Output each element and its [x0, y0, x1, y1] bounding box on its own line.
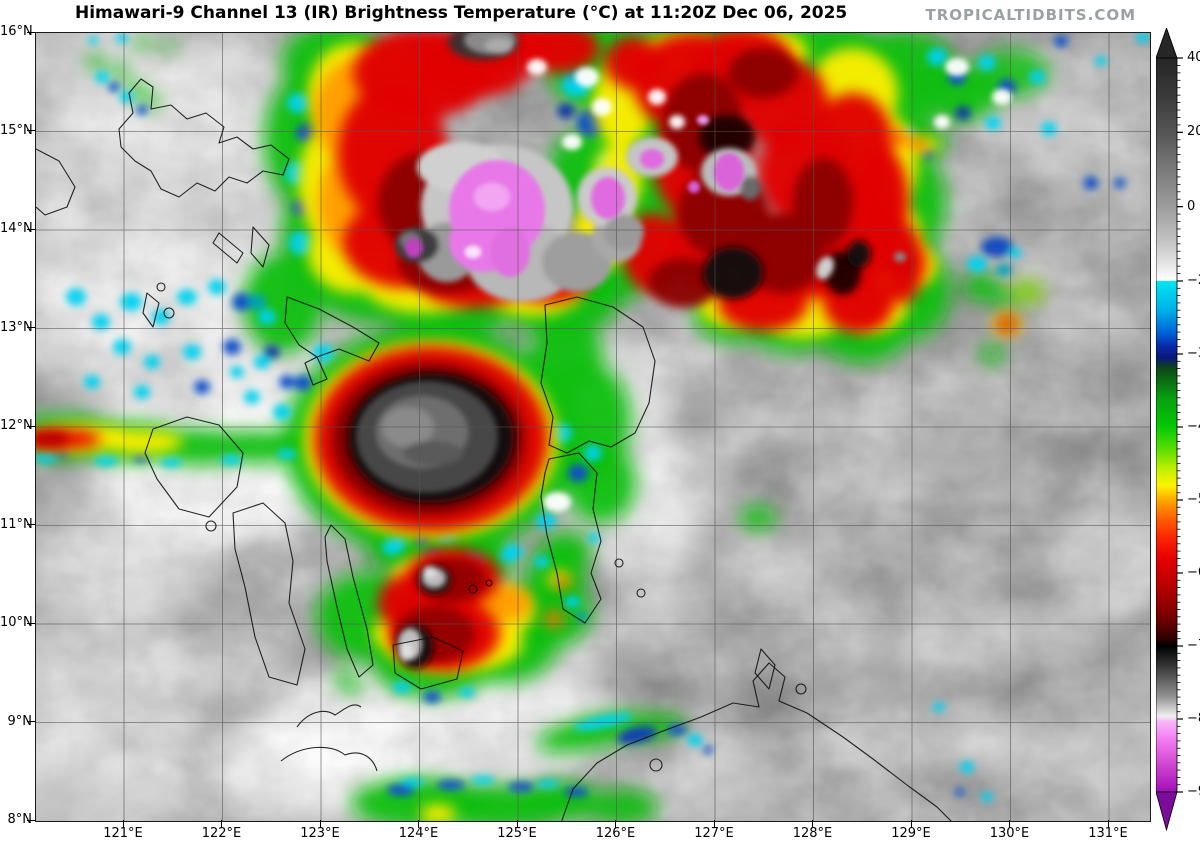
lon-tick-label: 129°E	[891, 826, 931, 841]
lon-tick-label: 123°E	[300, 826, 340, 841]
satellite-map	[36, 33, 1150, 821]
coast-panay	[144, 416, 244, 518]
lon-tick	[713, 820, 715, 828]
lon-tick-label: 125°E	[497, 826, 537, 841]
colorbar-arrow-down	[1155, 791, 1178, 832]
lat-tick-label: 13°N	[0, 319, 33, 335]
colorbar-tick-label: 40	[1187, 50, 1200, 65]
coast-masbate	[284, 296, 380, 362]
coast-ticao	[250, 226, 270, 268]
lon-tick	[1009, 820, 1010, 828]
colorbar-tick-label: −60	[1187, 565, 1200, 580]
lon-tick	[516, 820, 518, 828]
coast-dinagat	[754, 648, 776, 690]
site-watermark: TROPICALTIDBITS.COM	[925, 6, 1136, 24]
lat-tick-label: 10°N	[0, 615, 33, 630]
page-title: Himawari-9 Channel 13 (IR) Brightness Te…	[75, 3, 848, 23]
colorbar-gradient	[1155, 57, 1178, 793]
colorbar-ticks	[1177, 57, 1183, 793]
colorbar-tick-label: −50	[1187, 492, 1200, 507]
ir-enhancement-blobs	[36, 33, 1150, 821]
lon-tick-label: 122°E	[201, 826, 242, 841]
lon-tick	[418, 820, 419, 828]
lat-tick	[27, 425, 35, 427]
lon-tick	[221, 820, 222, 828]
lat-tick	[27, 819, 35, 821]
coast-bohol	[392, 636, 464, 690]
lat-tick	[27, 31, 35, 33]
lat-tick-label: 16°N	[0, 24, 33, 39]
colorbar-tick-label: −30	[1187, 346, 1200, 361]
lat-tick-label: 8°N	[7, 812, 33, 827]
lon-tick-label: 128°E	[792, 826, 833, 841]
lon-tick-label: 121°E	[103, 826, 143, 841]
lon-tick-label: 124°E	[398, 826, 439, 841]
coast-bicol	[118, 78, 290, 198]
colorbar-arrow-up	[1155, 26, 1178, 59]
colorbar-tick-label: −40	[1187, 419, 1200, 434]
coast-mindoro	[36, 148, 76, 216]
map-frame	[35, 32, 1151, 822]
lon-tick	[615, 820, 616, 828]
lon-tick	[1107, 820, 1109, 828]
lon-tick-label: 131°E	[1088, 826, 1128, 841]
lat-tick-label: 15°N	[0, 122, 33, 138]
lat-tick	[27, 130, 35, 131]
colorbar-tick-label: −90	[1187, 784, 1200, 799]
lon-tick	[910, 820, 912, 828]
colorbar-tick-label: 0	[1187, 198, 1196, 214]
colorbar-tick-label: −70	[1187, 638, 1200, 653]
lat-tick-label: 11°N	[0, 516, 33, 532]
lat-tick	[27, 622, 35, 624]
lat-tick-label: 12°N	[0, 418, 33, 433]
lat-tick	[27, 524, 35, 525]
coast-mindanao	[561, 662, 952, 821]
lon-tick	[812, 820, 813, 828]
colorbar-tick-label: 20	[1187, 124, 1200, 140]
colorbar-scale	[1155, 26, 1183, 832]
lon-tick-label: 126°E	[595, 826, 636, 841]
coast-cebu	[324, 524, 374, 678]
colorbar-tick-label: −80	[1187, 711, 1200, 726]
lat-tick	[27, 327, 35, 328]
lon-tick	[122, 820, 124, 828]
lat-tick-label: 14°N	[0, 221, 33, 236]
colorbar: 40 20 0 −20 −30 −40 −50 −60 −70 −80 −90	[1155, 26, 1200, 840]
coast-leyte	[540, 452, 602, 624]
lon-tick	[319, 820, 321, 828]
lat-tick	[27, 721, 35, 722]
lat-tick	[27, 228, 35, 230]
coast-samar	[540, 296, 656, 454]
lat-tick-label: 9°N	[7, 713, 33, 729]
coast-burias	[212, 232, 244, 264]
colorbar-tick-label: −20	[1187, 273, 1200, 288]
lon-tick-label: 130°E	[989, 826, 1030, 841]
graticule	[36, 33, 1150, 821]
coastlines	[36, 78, 952, 821]
lon-tick-label: 127°E	[694, 826, 734, 841]
coast-romblon	[142, 292, 160, 328]
coast-negros	[232, 502, 306, 686]
